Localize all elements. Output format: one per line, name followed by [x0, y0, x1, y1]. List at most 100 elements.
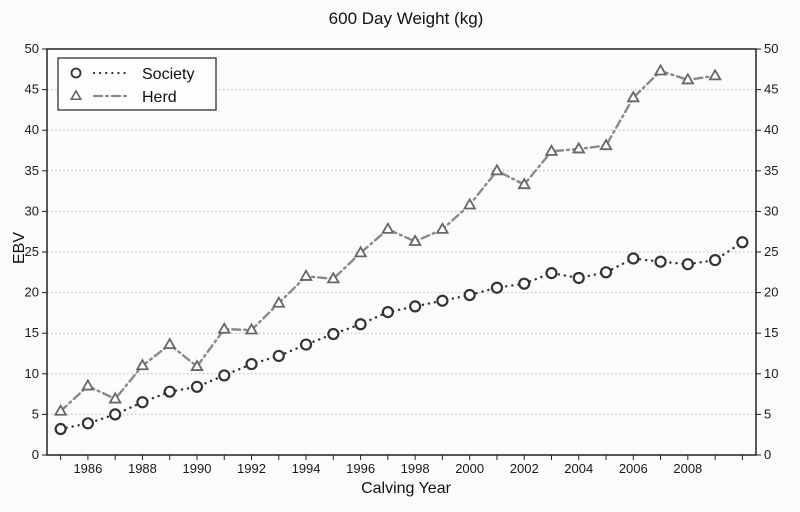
series-line-society: [59, 241, 744, 431]
series-markers: [53, 63, 749, 436]
data-point-society: [54, 422, 67, 436]
data-point-herd: [708, 68, 722, 81]
x-tick-label: 1994: [292, 461, 321, 476]
x-tick-label: 1998: [401, 461, 430, 476]
data-point-society: [545, 267, 558, 280]
y-tick-label-right: 25: [764, 244, 778, 259]
data-point-society: [736, 236, 749, 249]
x-tick-label: 2008: [673, 461, 702, 476]
y-tick-label-right: 50: [764, 41, 778, 56]
data-point-society: [599, 266, 613, 279]
x-axis-title: Calving Year: [361, 480, 452, 497]
data-point-society: [490, 281, 504, 294]
x-tick-label: 1986: [73, 461, 102, 476]
y-tick-label-left: 15: [25, 325, 39, 340]
data-point-herd: [299, 269, 313, 281]
data-point-herd: [626, 90, 641, 103]
data-point-society: [708, 254, 722, 267]
data-point-society: [463, 288, 476, 302]
y-tick-label-left: 20: [25, 285, 39, 300]
data-point-society: [518, 277, 531, 290]
y-tick-label-right: 15: [764, 325, 778, 340]
data-point-herd: [517, 177, 531, 190]
data-point-herd: [544, 144, 559, 156]
x-tick-label: 2002: [510, 461, 539, 476]
x-tick-label: 2006: [619, 461, 648, 476]
y-tick-label-right: 0: [764, 447, 771, 462]
x-tick-label: 1992: [237, 461, 266, 476]
data-point-society: [272, 349, 285, 363]
data-point-herd: [435, 221, 450, 234]
y-tick-label-right: 40: [764, 122, 778, 137]
data-point-herd: [217, 321, 232, 334]
data-point-herd: [162, 337, 177, 350]
data-point-society: [81, 417, 95, 430]
data-point-herd: [190, 359, 204, 371]
data-point-society: [627, 252, 640, 265]
axes: 0 0 5 5 10 10 15 15 20 20 25 25 30 30 35 35 40 40 45 45 50 50…: [25, 41, 779, 476]
data-point-society: [163, 385, 176, 398]
data-point-herd: [653, 63, 668, 76]
data-point-herd: [272, 295, 286, 308]
x-tick-label: 2004: [564, 461, 593, 476]
data-point-herd: [53, 403, 68, 416]
legend-marker-society: [70, 67, 82, 79]
y-tick-label-right: 10: [764, 366, 778, 381]
y-tick-label-left: 35: [25, 163, 39, 178]
data-point-herd: [381, 221, 395, 234]
legend-box: [57, 57, 217, 111]
data-point-society: [299, 338, 313, 351]
data-point-society: [409, 300, 422, 313]
y-tick-label-right: 45: [764, 82, 778, 97]
y-tick-label-left: 10: [25, 366, 39, 381]
y-tick-label-right: 30: [764, 203, 778, 218]
data-point-society: [136, 396, 149, 409]
x-tick-label: 2000: [455, 461, 484, 476]
data-point-herd: [244, 322, 259, 335]
legend: Society Herd: [57, 57, 217, 111]
legend-label-herd: Herd: [142, 89, 177, 106]
y-tick-label-left: 50: [25, 41, 39, 56]
y-tick-label-left: 25: [25, 244, 39, 259]
data-point-society: [245, 357, 258, 371]
data-point-herd: [681, 72, 695, 85]
data-point-herd: [108, 391, 122, 404]
data-point-herd: [408, 234, 422, 246]
data-point-society: [381, 305, 394, 319]
chart-title: 600 Day Weight (kg): [329, 9, 484, 28]
legend-marker-herd: [69, 89, 83, 101]
x-tick-label: 1996: [346, 461, 375, 476]
y-tick-label-left: 0: [32, 447, 39, 462]
data-point-society: [354, 318, 367, 331]
data-point-herd: [353, 245, 368, 258]
data-point-herd: [571, 141, 586, 154]
y-tick-label-right: 5: [764, 406, 771, 421]
data-point-herd: [462, 197, 477, 210]
y-tick-label-right: 35: [764, 163, 778, 178]
data-point-society: [218, 369, 231, 382]
data-point-herd: [490, 163, 504, 176]
data-point-herd: [326, 271, 341, 284]
y-tick-label-left: 5: [32, 406, 39, 421]
data-point-society: [654, 255, 667, 268]
y-axis-title: EBV: [11, 232, 28, 264]
data-point-herd: [599, 138, 613, 151]
data-point-society: [327, 327, 340, 341]
data-point-society: [572, 271, 585, 285]
y-tick-label-left: 30: [25, 203, 39, 218]
y-tick-label-left: 45: [25, 82, 39, 97]
x-tick-label: 1990: [183, 461, 212, 476]
series-lines: [59, 69, 744, 431]
data-point-herd: [135, 358, 150, 371]
y-tick-label-right: 20: [764, 285, 778, 300]
y-tick-label-left: 40: [25, 122, 39, 137]
data-point-society: [681, 258, 694, 271]
data-point-society: [436, 294, 449, 307]
data-point-society: [109, 408, 122, 421]
legend-label-society: Society: [142, 66, 194, 83]
data-point-herd: [81, 378, 95, 391]
series-line-herd: [59, 69, 717, 413]
data-point-society: [190, 380, 204, 393]
